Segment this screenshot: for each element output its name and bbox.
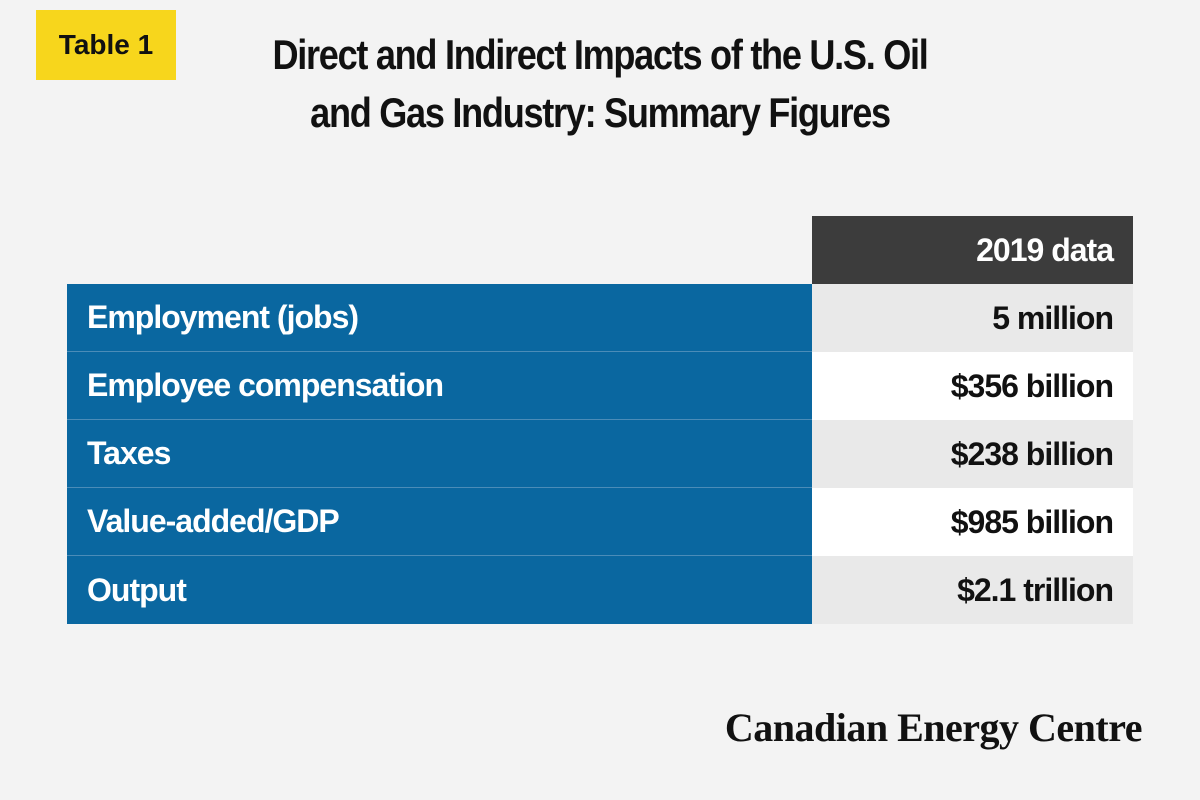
- table-row: Value-added/GDP $985 billion: [67, 488, 1133, 556]
- row-value: 5 million: [812, 284, 1133, 352]
- table-row: Output $2.1 trillion: [67, 556, 1133, 624]
- table-row: Employment (jobs) 5 million: [67, 284, 1133, 352]
- row-label: Value-added/GDP: [67, 488, 812, 556]
- table-header-row: 2019 data: [67, 216, 1133, 284]
- row-value: $356 billion: [812, 352, 1133, 420]
- row-value: $2.1 trillion: [812, 556, 1133, 624]
- row-value: $985 billion: [812, 488, 1133, 556]
- row-value: $238 billion: [812, 420, 1133, 488]
- row-label: Employment (jobs): [67, 284, 812, 352]
- table-row: Employee compensation $356 billion: [67, 352, 1133, 420]
- summary-table: 2019 data Employment (jobs) 5 million Em…: [67, 216, 1133, 624]
- title-line-2: and Gas Industry: Summary Figures: [310, 89, 891, 136]
- table-row: Taxes $238 billion: [67, 420, 1133, 488]
- title-line-1: Direct and Indirect Impacts of the U.S. …: [272, 31, 928, 78]
- row-label: Taxes: [67, 420, 812, 488]
- row-label: Output: [67, 556, 812, 624]
- column-header: 2019 data: [812, 216, 1133, 284]
- header-spacer: [67, 216, 812, 284]
- page-title: Direct and Indirect Impacts of the U.S. …: [260, 26, 939, 142]
- row-label: Employee compensation: [67, 352, 812, 420]
- table-number-badge: Table 1: [36, 10, 176, 80]
- brand-logo-text: Canadian Energy Centre: [724, 705, 1143, 750]
